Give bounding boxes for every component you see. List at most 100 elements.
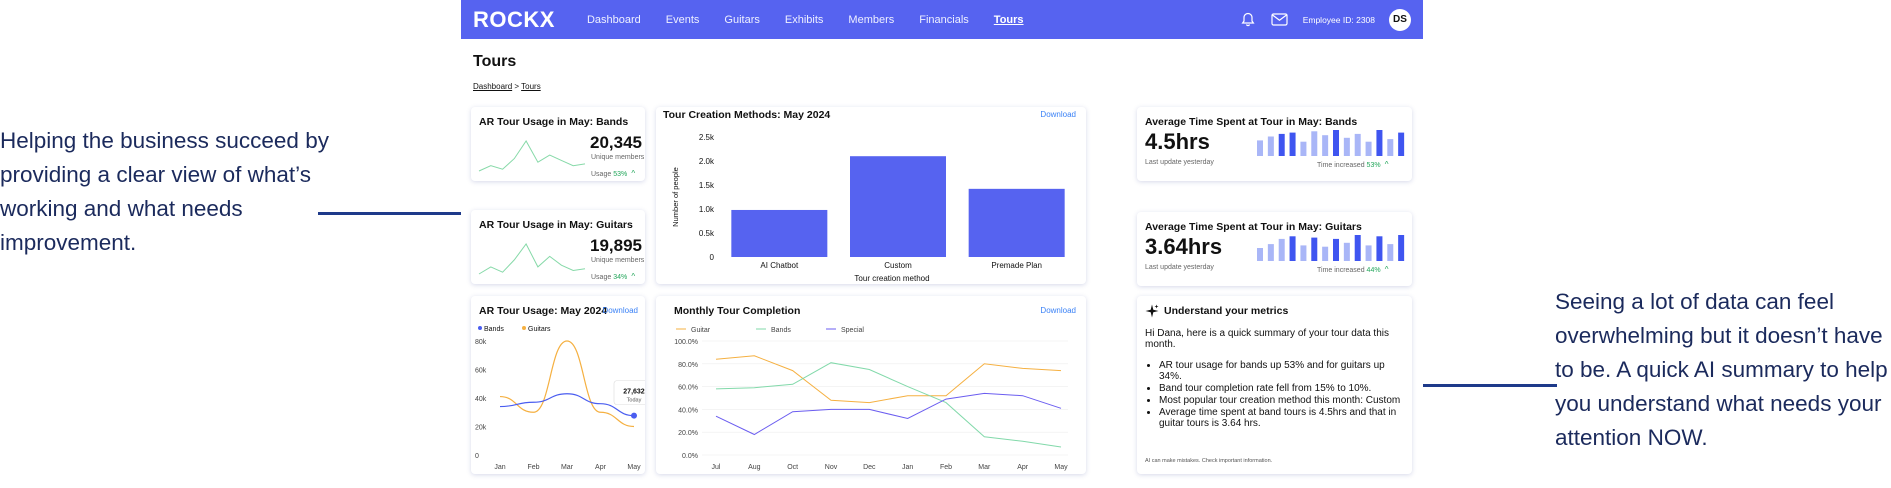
- nav-events[interactable]: Events: [665, 13, 700, 26]
- top-right-actions: Employee ID: 2308 DS: [1239, 8, 1411, 31]
- breadcrumb-tours[interactable]: Tours: [521, 82, 541, 91]
- download-button[interactable]: Download: [602, 306, 638, 315]
- download-button[interactable]: Download: [1040, 306, 1076, 315]
- x-tick-label: Jul: [712, 464, 721, 471]
- mail-icon[interactable]: [1271, 11, 1289, 29]
- chevron-up-icon: ^: [1382, 160, 1389, 169]
- nav-guitars[interactable]: Guitars: [724, 13, 760, 26]
- ai-summary-card: Understand your metrics Hi Dana, here is…: [1137, 296, 1412, 474]
- card-title: AR Tour Usage: May 2024: [479, 305, 608, 317]
- nav-tours[interactable]: Tours: [993, 13, 1024, 26]
- time-bar: [1398, 132, 1405, 156]
- annotation-left: Helping the business succeed by providin…: [0, 128, 329, 255]
- main-nav: Dashboard Events Guitars Exhibits Member…: [587, 14, 1049, 26]
- sparkle-icon: [1145, 304, 1159, 318]
- trend-pct: 53%: [1366, 162, 1381, 169]
- nav-financials[interactable]: Financials: [919, 13, 969, 26]
- dashboard-app: ROCKX Dashboard Events Guitars Exhibits …: [461, 0, 1423, 488]
- ar-bands-usage: Usage 53% ^: [591, 169, 635, 178]
- ar-bands-card: AR Tour Usage in May: Bands 20,345 Uniqu…: [471, 107, 645, 181]
- x-tick-label: Apr: [1017, 464, 1029, 471]
- download-button[interactable]: Download: [1040, 110, 1076, 119]
- time-bar: [1354, 133, 1361, 156]
- line-special: [715, 392, 1062, 436]
- time-bar: [1333, 238, 1339, 261]
- nav-members[interactable]: Members: [848, 13, 895, 26]
- ar-guitars-sparkline: [478, 243, 586, 275]
- sparkline-path: [478, 140, 586, 172]
- legend-bands: Bands: [484, 326, 504, 333]
- usage-label: Usage: [591, 274, 612, 281]
- y-tick-label: 1.5k: [699, 181, 715, 190]
- y-tick-label: 80k: [475, 339, 487, 346]
- breadcrumb: Dashboard > Tours: [473, 82, 541, 91]
- ar-usage-card: AR Tour Usage: May 2024 Download Bands Gu…: [471, 296, 645, 474]
- y-tick-label: 0.0%: [682, 453, 698, 460]
- ar-guitars-value: 19,895: [590, 236, 642, 255]
- avg-bands-value: 4.5hrs: [1145, 129, 1210, 154]
- y-tick-label: 100.0%: [674, 339, 698, 346]
- card-title: AR Tour Usage in May: Guitars: [479, 219, 633, 231]
- x-tick-label: Oct: [787, 464, 798, 471]
- x-tick-label: Jan: [494, 464, 505, 471]
- nav-dashboard[interactable]: Dashboard: [586, 13, 641, 26]
- ar-guitars-usage: Usage 34% ^: [591, 272, 635, 281]
- x-tick-label: Apr: [595, 464, 607, 471]
- x-axis-label: Tour creation method: [854, 274, 929, 283]
- x-tick-label: May: [1054, 464, 1068, 471]
- chevron-up-icon: ^: [1382, 265, 1389, 274]
- y-tick-label: 0: [475, 453, 479, 460]
- time-bar: [1333, 130, 1339, 156]
- annotation-right: Seeing a lot of data can feel overwhelmi…: [1555, 289, 1888, 450]
- time-bar: [1289, 236, 1296, 261]
- time-bar: [1322, 246, 1329, 261]
- time-bar: [1300, 141, 1307, 156]
- nav-exhibits[interactable]: Exhibits: [784, 13, 824, 26]
- legend-label: Bands: [771, 327, 791, 334]
- x-tick-label: Custom: [884, 261, 912, 270]
- usage-pct: 53%: [613, 171, 628, 178]
- trend-pct: 44%: [1366, 267, 1381, 274]
- usage-label: Usage: [591, 171, 612, 178]
- tooltip-value: 27,632: [623, 389, 645, 396]
- ai-bullet: AR tour usage for bands up 53% and for g…: [1159, 360, 1402, 382]
- avg-guitars-bars: [1257, 235, 1405, 261]
- avg-guitars-trend: Time increased 44% ^: [1317, 265, 1389, 274]
- x-tick-label: Feb: [527, 464, 539, 471]
- ar-guitars-unit: Unique members: [591, 257, 645, 264]
- last-update: Last update yesterday: [1145, 264, 1214, 271]
- avatar[interactable]: DS: [1389, 8, 1411, 31]
- y-tick-label: 1.0k: [699, 205, 715, 214]
- card-title: Monthly Tour Completion: [674, 305, 801, 317]
- logo[interactable]: ROCKX: [473, 6, 555, 32]
- time-bar: [1376, 130, 1383, 156]
- x-tick-label: Mar: [561, 464, 574, 471]
- ai-bullet: Band tour completion rate fell from 15% …: [1159, 383, 1402, 394]
- line-guitars: [499, 340, 635, 428]
- legend-dot-guitars: [522, 326, 526, 330]
- line-bands: [499, 393, 635, 417]
- avg-guitars-card: Average Time Spent at Tour in May: Guita…: [1137, 212, 1412, 286]
- x-tick-label: Nov: [825, 464, 838, 471]
- breadcrumb-dashboard[interactable]: Dashboard: [473, 82, 513, 91]
- employee-id: Employee ID: 2308: [1302, 14, 1375, 25]
- time-bar: [1398, 235, 1405, 261]
- legend-label: Special: [841, 327, 864, 334]
- page-title: Tours: [473, 53, 517, 70]
- time-bar: [1343, 137, 1350, 156]
- sparkline-path: [478, 243, 586, 275]
- time-bar: [1354, 235, 1361, 261]
- bar-ai-chatbot: [731, 209, 828, 257]
- breadcrumb-separator: >: [514, 82, 520, 91]
- ar-bands-sparkline: [478, 140, 586, 172]
- time-bar: [1257, 140, 1263, 156]
- time-bar: [1365, 245, 1372, 261]
- x-tick-label: Premade Plan: [991, 261, 1042, 270]
- x-tick-label: Aug: [748, 464, 761, 471]
- tour-methods-card: Tour Creation Methods: May 2024 Download…: [656, 107, 1086, 284]
- avg-bands-bars: [1257, 130, 1405, 156]
- y-tick-label: 0.5k: [699, 229, 715, 238]
- x-tick-label: AI Chatbot: [760, 261, 799, 270]
- today-point: [631, 412, 637, 419]
- bell-icon[interactable]: [1239, 11, 1257, 29]
